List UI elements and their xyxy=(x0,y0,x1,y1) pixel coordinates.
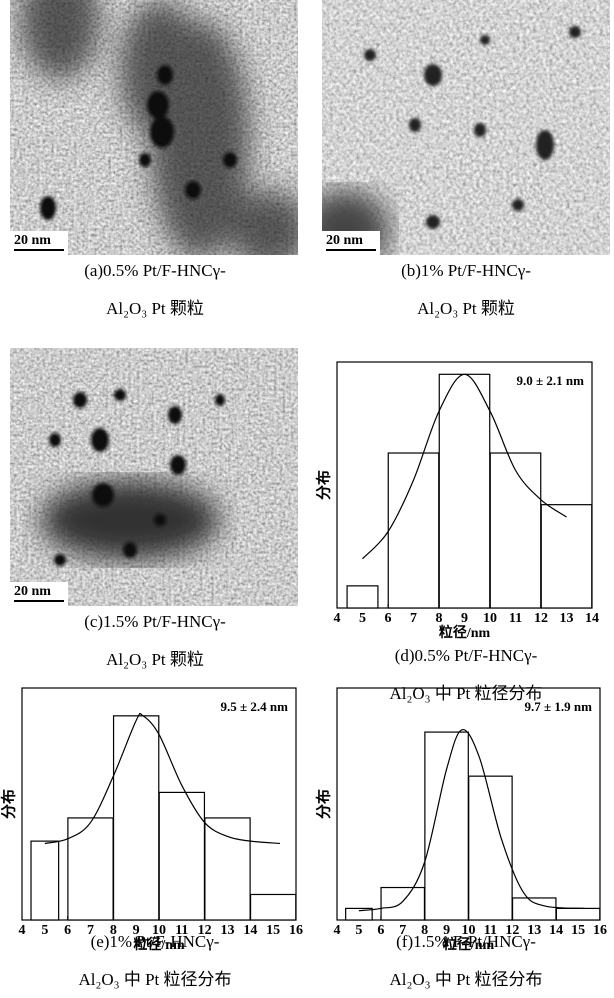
x-tick-label: 6 xyxy=(377,923,384,938)
bar xyxy=(205,818,250,920)
annotation: 9.0 ± 2.1 nm xyxy=(517,373,585,388)
caption: (b)1% Pt/F-HNCγ- xyxy=(401,261,531,280)
y-axis-label: 分布 xyxy=(314,789,332,819)
x-axis-label: 粒径/nm xyxy=(439,624,491,641)
x-tick-label: 14 xyxy=(549,923,563,938)
bar xyxy=(388,453,438,608)
annotation: 9.7 ± 1.9 nm xyxy=(525,699,593,714)
bar xyxy=(439,374,489,608)
x-tick-label: 5 xyxy=(359,611,366,626)
x-tick-label: 16 xyxy=(593,923,607,938)
x-tick-label: 14 xyxy=(585,611,599,626)
x-tick-label: 15 xyxy=(571,923,585,938)
x-tick-label: 14 xyxy=(243,923,257,938)
caption: Al₂O₃ 中 Pt 粒径分布 xyxy=(389,970,542,989)
x-tick-label: 4 xyxy=(334,611,341,626)
tem-image-a xyxy=(10,0,310,270)
x-tick-label: 13 xyxy=(221,923,235,938)
x-tick-label: 4 xyxy=(19,923,26,938)
x-tick-label: 8 xyxy=(436,611,443,626)
scale-bar-label: 20 nm xyxy=(14,584,51,599)
caption: Al₂O₃ Pt 颗粒 xyxy=(106,299,204,318)
bar xyxy=(347,586,378,608)
annotation: 9.5 ± 2.4 nm xyxy=(221,699,289,714)
x-tick-label: 16 xyxy=(289,923,303,938)
bar xyxy=(541,505,591,608)
x-tick-label: 10 xyxy=(483,611,497,626)
y-axis-label: 分布 xyxy=(0,789,17,819)
page: 20 nm (a)0.5% Pt/F-HNCγ- Al₂O₃ Pt 颗粒 20 nm (… xyxy=(0,0,614,998)
x-tick-label: 11 xyxy=(509,611,522,626)
bar xyxy=(513,898,556,920)
bar xyxy=(381,888,424,920)
scale-bar-label: 20 nm xyxy=(14,233,51,248)
caption: (d)0.5% Pt/F-HNCγ- xyxy=(395,646,538,665)
figure: 20 nm (a)0.5% Pt/F-HNCγ- Al₂O₃ Pt 颗粒 20 nm (… xyxy=(0,0,614,998)
bar xyxy=(159,792,204,920)
caption: Al₂O₃ 中 Pt 粒径分布 xyxy=(78,970,231,989)
bar xyxy=(31,841,59,920)
tem-image-b xyxy=(300,0,610,270)
caption: (f)1.5% F-Pt/HNCγ- xyxy=(396,932,536,951)
bar xyxy=(68,818,113,920)
bar xyxy=(251,894,296,920)
caption: Al₂O₃ 中 Pt 粒径分布 xyxy=(389,684,542,703)
caption: Al₂O₃ Pt 颗粒 xyxy=(106,650,204,669)
y-axis-label: 分布 xyxy=(314,470,332,500)
scale-bar-label: 20 nm xyxy=(326,233,363,248)
bar xyxy=(490,453,540,608)
caption: (e)1% Pt/F-HNCγ- xyxy=(91,932,220,951)
caption: Al₂O₃ Pt 颗粒 xyxy=(417,299,515,318)
caption: (c)1.5% Pt/F-HNCγ- xyxy=(84,612,226,631)
x-tick-label: 6 xyxy=(64,923,71,938)
caption: (a)0.5% Pt/F-HNCγ- xyxy=(84,261,226,280)
x-tick-label: 9 xyxy=(461,611,468,626)
x-tick-label: 7 xyxy=(410,611,417,626)
x-tick-label: 13 xyxy=(560,611,574,626)
x-tick-label: 5 xyxy=(41,923,48,938)
x-tick-label: 5 xyxy=(355,923,362,938)
tem-image-c xyxy=(10,348,298,606)
bar xyxy=(556,908,599,920)
x-tick-label: 12 xyxy=(534,611,548,626)
bar xyxy=(425,732,468,920)
x-tick-label: 6 xyxy=(385,611,392,626)
x-tick-label: 15 xyxy=(266,923,280,938)
bar xyxy=(114,716,159,920)
x-tick-label: 4 xyxy=(334,923,341,938)
